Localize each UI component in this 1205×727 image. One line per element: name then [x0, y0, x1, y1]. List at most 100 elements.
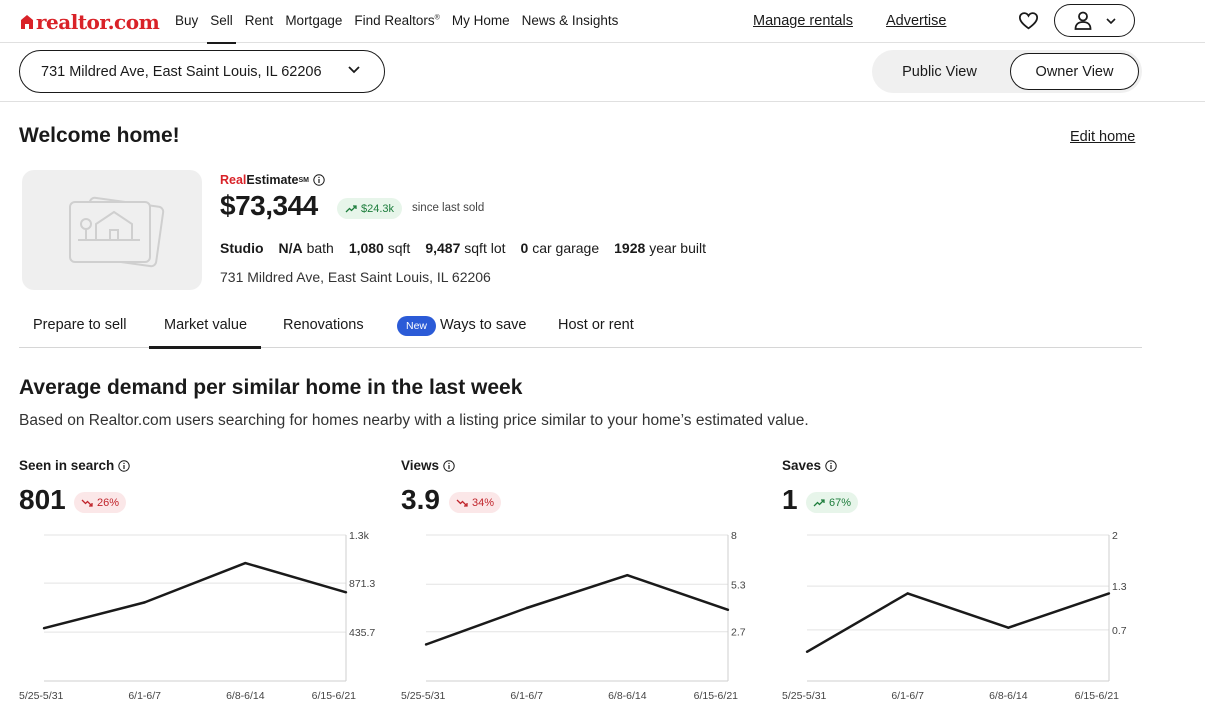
data-point	[344, 591, 348, 594]
fact-sqft-unit: sqft	[387, 240, 411, 256]
fact-lot-unit: sqft lot	[464, 240, 506, 256]
fact-sqft: 1,080 sqft	[349, 240, 411, 256]
series-line	[425, 573, 729, 646]
user-icon	[1074, 11, 1091, 30]
top-nav: realtor.com Buy Sell Rent Mortgage Find …	[0, 0, 1205, 44]
fact-year: 1928 year built	[614, 240, 706, 256]
account-menu-button[interactable]	[1054, 4, 1135, 37]
price-change-badge: $24.3k	[337, 198, 403, 219]
nav-sell[interactable]: Sell	[207, 13, 236, 44]
metric-change-badge: 67%	[806, 492, 859, 513]
nav-news-insights[interactable]: News & Insights	[521, 13, 619, 28]
tab-host-or-rent[interactable]: Host or rent	[558, 317, 634, 333]
metric-label: Views	[401, 458, 455, 473]
x-tick-label: 5/25-5/31	[19, 690, 64, 702]
x-tick-label: 6/8-6/14	[608, 690, 647, 702]
tab-ways-to-save[interactable]: Ways to save	[440, 317, 527, 333]
x-tick-label: 6/15-6/21	[694, 690, 739, 702]
y-tick-label: 435.7	[349, 627, 375, 639]
x-tick-label: 6/1-6/7	[510, 690, 543, 702]
address-bar: 731 Mildred Ave, East Saint Louis, IL 62…	[0, 43, 1205, 102]
fact-lot-value: 9,487	[425, 240, 461, 256]
metric-change-badge: 26%	[74, 492, 127, 513]
logo-text: realtor.com	[36, 10, 160, 34]
home-facts: Studio N/A bath 1,080 sqft 9,487 sqft lo…	[220, 240, 721, 256]
info-icon[interactable]	[825, 459, 837, 472]
metric-value: 3.9	[401, 484, 440, 515]
tab-market-value[interactable]: Market value	[148, 317, 262, 349]
nav-rent[interactable]: Rent	[244, 13, 274, 28]
demand-subtitle: Based on Realtor.com users searching for…	[19, 412, 809, 429]
trend-down-icon	[456, 499, 468, 507]
realtor-logo[interactable]: realtor.com	[20, 10, 160, 34]
fact-lot: 9,487 sqft lot	[425, 240, 505, 256]
y-tick-label: 2	[1112, 530, 1118, 542]
data-point	[805, 650, 809, 653]
nav-mortgage[interactable]: Mortgage	[285, 13, 343, 28]
manage-rentals-link[interactable]: Manage rentals	[753, 13, 853, 29]
data-point	[906, 592, 909, 595]
y-tick-label: 0.7	[1112, 625, 1127, 637]
edit-home-link[interactable]: Edit home	[1070, 129, 1136, 145]
fact-bath-value: N/A	[278, 240, 303, 256]
favorites-heart-icon[interactable]	[1018, 11, 1039, 35]
fact-bath-unit: bath	[306, 240, 334, 256]
y-tick-label: 871.3	[349, 578, 375, 590]
address-selector[interactable]: 731 Mildred Ave, East Saint Louis, IL 62…	[19, 50, 385, 93]
estimated-price: $73,344	[220, 190, 318, 221]
page-title: Welcome home!	[19, 124, 180, 147]
nav-find-realtors[interactable]: Find Realtors®	[354, 13, 439, 43]
home-address: 731 Mildred Ave, East Saint Louis, IL 62…	[220, 269, 491, 285]
metric-label: Seen in search	[19, 458, 131, 473]
view-toggle: Public View Owner View	[872, 50, 1142, 93]
public-view-button[interactable]: Public View	[902, 63, 977, 80]
y-tick-label: 1.3	[1112, 581, 1127, 593]
data-point	[424, 643, 428, 646]
x-tick-label: 6/15-6/21	[1075, 690, 1120, 702]
fact-sqft-value: 1,080	[348, 240, 384, 256]
tab-renovations[interactable]: Renovations	[283, 317, 364, 333]
data-point	[143, 601, 146, 604]
realestimate-label: Real Estimate SM	[220, 173, 325, 187]
nav-find-realtors-label: Find Realtors	[354, 13, 435, 28]
chart-saves: 2 1.3 0.7 5/25-5/31 6/1-6/7 6/8-6/14 6/15-6/21	[782, 530, 1127, 702]
metric-saves: Saves 1 67% 2 1.3 0.7 5/25-5/31 6/1-6/7 6/8-6…	[782, 456, 1152, 716]
info-icon[interactable]	[443, 459, 455, 472]
metric-change-value: 26%	[97, 496, 120, 509]
chart-seen-in-search: 1.3k 871.3 435.7 5/25-5/31 6/1-6/7 6/8-6/14 6/…	[19, 530, 375, 702]
data-point	[726, 608, 730, 612]
house-logo-icon	[21, 15, 33, 29]
home-image-placeholder-icon	[69, 196, 165, 268]
new-badge: New	[397, 316, 436, 336]
data-point	[626, 573, 629, 577]
info-icon[interactable]	[118, 459, 131, 472]
metric-change-value: 34%	[472, 496, 495, 509]
registered-mark: ®	[434, 14, 440, 22]
x-tick-label: 6/15-6/21	[312, 690, 357, 702]
metric-change-value: 67%	[829, 496, 852, 509]
chevron-down-icon	[348, 66, 360, 74]
data-point	[244, 561, 247, 565]
fact-garage-value: 0	[520, 240, 529, 256]
tab-prepare-to-sell[interactable]: Prepare to sell	[33, 317, 127, 333]
service-mark: SM	[298, 176, 310, 184]
metric-seen-in-search: Seen in search 801 26% 1.3k 871.3 435.7 5/2…	[19, 456, 389, 716]
fact-beds-value: Studio	[220, 240, 264, 256]
selected-address: 731 Mildred Ave, East Saint Louis, IL 62…	[41, 63, 322, 80]
info-icon[interactable]	[313, 174, 325, 186]
since-last-sold: since last sold	[412, 202, 485, 214]
nav-buy[interactable]: Buy	[175, 13, 199, 28]
data-point	[1007, 626, 1010, 629]
advertise-link[interactable]: Advertise	[886, 13, 947, 29]
owner-view-button[interactable]: Owner View	[1010, 53, 1139, 90]
x-tick-label: 5/25-5/31	[401, 690, 446, 702]
x-tick-label: 6/1-6/7	[891, 690, 924, 702]
metric-label-text: Saves	[782, 458, 822, 473]
x-tick-label: 6/8-6/14	[989, 690, 1028, 702]
fact-garage-unit: car garage	[532, 240, 600, 256]
metric-label: Saves	[782, 458, 837, 473]
price-change-value: $24.3k	[361, 202, 395, 215]
metric-views: Views 3.9 34% 8 5.3 2.7 5/25-5/31 6/1-6/7 6/8…	[401, 456, 771, 716]
y-tick-label: 5.3	[731, 579, 746, 591]
nav-my-home[interactable]: My Home	[451, 13, 510, 28]
